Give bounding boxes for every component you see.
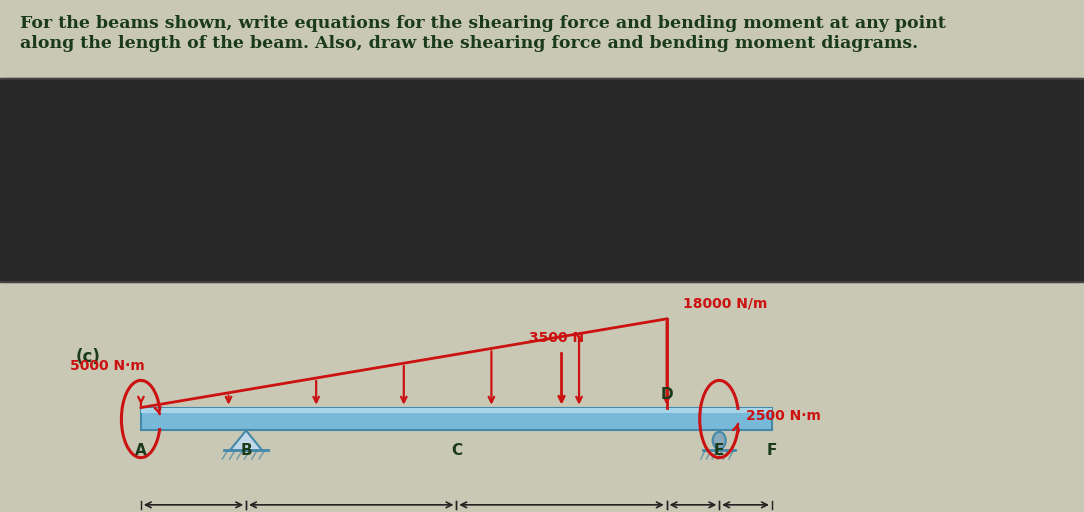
Text: B: B — [241, 443, 251, 458]
Text: A: A — [136, 443, 146, 458]
Text: C: C — [451, 443, 462, 458]
FancyBboxPatch shape — [0, 79, 1084, 282]
Text: (c): (c) — [76, 349, 101, 367]
Text: For the beams shown, write equations for the shearing force and bending moment a: For the beams shown, write equations for… — [20, 15, 945, 52]
Circle shape — [712, 432, 725, 449]
Bar — [141, 408, 772, 431]
Text: D: D — [660, 387, 673, 402]
Bar — [141, 408, 772, 413]
Text: E: E — [714, 443, 724, 458]
Text: 5000 N·m: 5000 N·m — [70, 359, 145, 373]
Text: 2500 N·m: 2500 N·m — [746, 409, 822, 423]
Polygon shape — [230, 431, 262, 451]
Text: 3500 N: 3500 N — [529, 331, 583, 345]
Text: 18000 N/m: 18000 N/m — [683, 296, 767, 310]
Text: F: F — [766, 443, 777, 458]
